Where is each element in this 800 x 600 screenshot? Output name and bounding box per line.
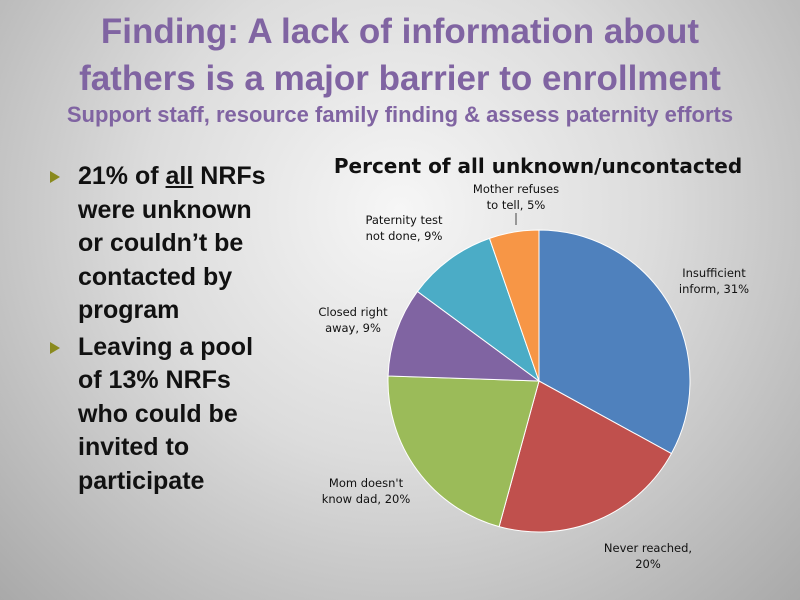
title-line-1: Finding: A lack of information about: [100, 12, 700, 51]
pie-slice-label: Insufficient inform, 31%: [679, 266, 749, 296]
slide-title: Finding: A lack of information about fat…: [0, 8, 800, 102]
bullet-arrow-icon: [50, 171, 60, 183]
bullet-text: Leaving a pool of 13% NRFs who could be …: [78, 332, 254, 495]
slide-subtitle: Support staff, resource family finding &…: [66, 102, 734, 127]
pie-slice: [387, 375, 540, 528]
bullet-text-before: 21% of: [78, 162, 166, 190]
pie-slice-label: Mother refuses to tell, 5%: [473, 182, 559, 212]
pie-slice-label: Paternity test not done, 9%: [365, 213, 443, 243]
pie-slice: [538, 229, 691, 455]
pie-slices: [387, 229, 691, 533]
pie-slice-label: Mom doesn't know dad, 20%: [322, 476, 411, 506]
pie-slice-label: Closed right away, 9%: [318, 305, 388, 335]
bullet-item: 21% of all NRFs were unknown or couldn’t…: [48, 160, 278, 328]
pie-labels: Insufficient inform, 31% Never reached, 20%…: [318, 182, 749, 571]
title-line-2: fathers is a major barrier to enrollment: [79, 59, 721, 98]
bullet-arrow-icon: [50, 341, 60, 354]
bullet-list: 21% of all NRFs were unknown or couldn’t…: [48, 160, 278, 501]
chart-title: Percent of all unknown/uncontacted: [334, 154, 742, 178]
pie-slice-label: Never reached, 20%: [604, 541, 692, 571]
pie-slice: [498, 380, 673, 533]
bullet-text-after: NRFs were unknown or couldn’t be contact…: [78, 162, 266, 324]
bullet-text-underlined: all: [165, 162, 194, 190]
pie-slice: [387, 290, 541, 382]
pie-slice: [488, 229, 540, 382]
bullet-item: Leaving a pool of 13% NRFs who could be …: [48, 331, 278, 499]
pie-slice: [416, 237, 541, 383]
